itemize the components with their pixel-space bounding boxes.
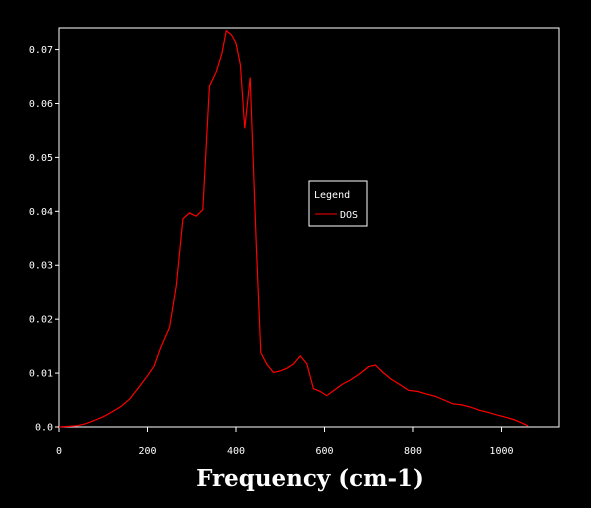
y-tick-label: 0.0 (35, 423, 53, 434)
x-axis-ticks: 0 200 400 600 800 1000 (56, 427, 514, 457)
x-tick-label: 400 (227, 446, 245, 457)
series-line-dos (58, 29, 529, 428)
legend: Legend DOS (308, 180, 368, 227)
plot-frame (58, 27, 560, 428)
x-tick-label: 600 (315, 446, 333, 457)
y-tick-label: 0.01 (29, 369, 53, 380)
y-tick-label: 0.02 (29, 315, 53, 326)
legend-box (308, 180, 368, 227)
y-tick-label: 0.04 (29, 207, 53, 218)
y-tick-label: 0.05 (29, 153, 53, 164)
y-tick-label: 0.06 (29, 99, 53, 110)
y-tick-label: 0.07 (29, 45, 53, 56)
x-tick-label: 800 (404, 446, 422, 457)
x-tick-label: 1000 (489, 446, 513, 457)
x-axis-title: Frequency (cm-1) (196, 465, 424, 492)
legend-title: Legend (314, 190, 350, 201)
x-tick-label: 0 (56, 446, 62, 457)
y-axis-ticks: 0.0 0.01 0.02 0.03 0.04 0.05 0.06 0.07 (29, 45, 59, 434)
legend-label-dos: DOS (340, 210, 358, 221)
y-tick-label: 0.03 (29, 261, 53, 272)
x-tick-label: 200 (138, 446, 156, 457)
